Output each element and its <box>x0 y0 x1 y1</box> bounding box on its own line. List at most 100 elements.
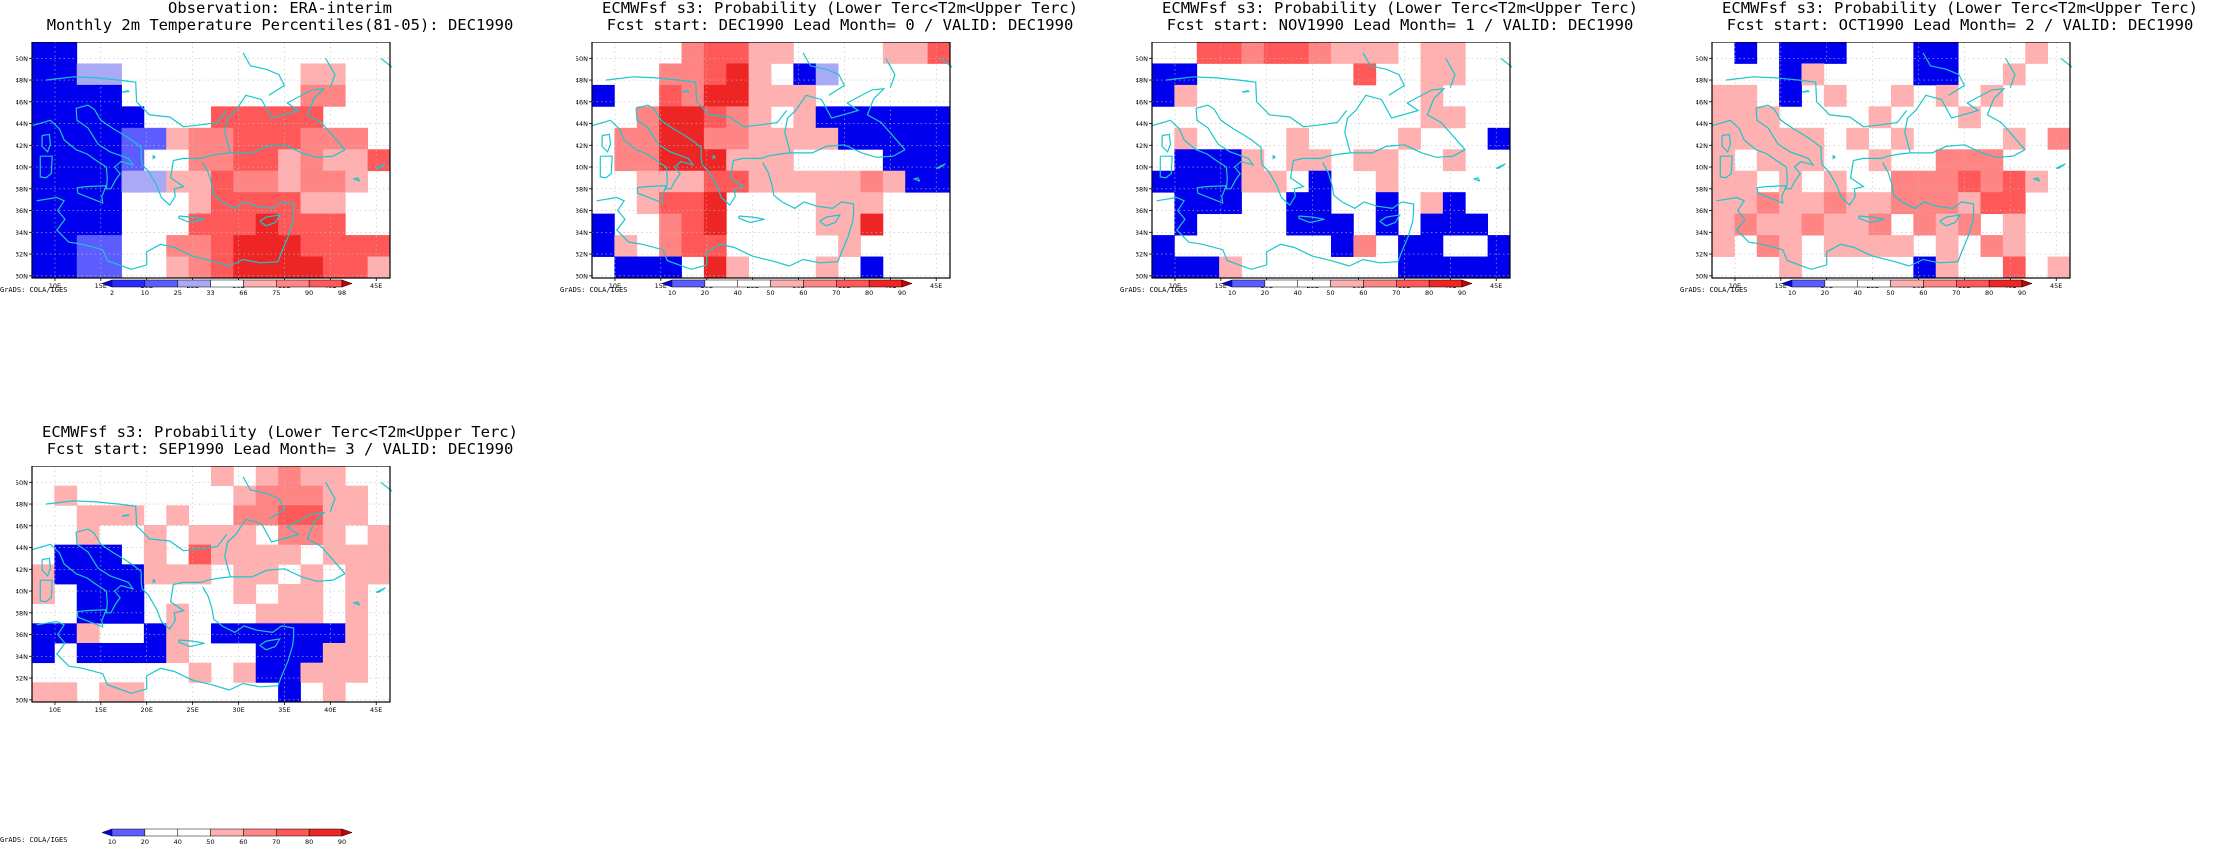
grid-cell <box>32 235 55 257</box>
coastline <box>596 196 790 270</box>
grid-cell <box>1375 149 1399 172</box>
grid-cell <box>278 544 301 565</box>
grid-cell <box>1331 213 1354 236</box>
lat-tick-label: 42N <box>1696 142 1708 150</box>
grid-cell <box>32 84 55 107</box>
grid-cell <box>1420 63 1444 86</box>
colorbar-label: 90 <box>305 289 313 297</box>
grid-cell <box>300 256 324 279</box>
coastline <box>39 155 53 179</box>
grid-cell <box>703 127 727 150</box>
coastline <box>121 514 130 517</box>
grid-cell <box>99 564 122 585</box>
grid-cell <box>1152 84 1175 107</box>
grid-cell <box>300 623 324 644</box>
lat-tick-label: 32N <box>1696 251 1708 259</box>
colorbar-label: 50 <box>206 838 214 846</box>
grid-cell <box>748 106 772 129</box>
grid-cell <box>255 485 279 506</box>
coastline <box>121 90 130 93</box>
lon-tick-label: 10E <box>1729 282 1741 290</box>
grid-cell <box>188 662 212 683</box>
colorbar-arrow-right <box>1461 279 1473 288</box>
grid-cell <box>255 603 279 624</box>
grid-cell <box>1734 106 1758 129</box>
coastline <box>738 215 765 224</box>
grid-cell <box>143 544 167 565</box>
grid-cell <box>681 127 705 150</box>
coastline <box>45 76 228 128</box>
lat-tick-label: 38N <box>16 185 28 193</box>
grid-cell <box>1868 106 1892 129</box>
grid-cell <box>32 170 55 193</box>
grid-cell <box>300 525 324 546</box>
grid-cell <box>166 256 190 279</box>
grid-cell <box>255 170 279 193</box>
coastline <box>352 601 361 606</box>
grid-cell <box>860 256 884 279</box>
lat-tick-label: 34N <box>1136 229 1148 237</box>
grid-cell <box>659 127 682 150</box>
grid-cell <box>32 63 55 86</box>
grid-cell <box>211 544 234 565</box>
grid-cell <box>1353 149 1377 172</box>
colorbar-segment <box>1297 279 1331 288</box>
grid-cell <box>703 84 727 107</box>
grid-cell <box>99 213 122 236</box>
grid-cell <box>927 127 951 150</box>
colorbar-label: 80 <box>865 289 873 297</box>
colorbar-arrow-left <box>101 279 113 288</box>
grid-cell <box>860 170 884 193</box>
grid-cell <box>211 235 234 257</box>
grid-cell <box>1779 256 1802 279</box>
grid-cell <box>211 170 234 193</box>
colorbar-label: 40 <box>734 289 742 297</box>
colorbar-segment <box>276 279 310 288</box>
coastline <box>647 88 906 207</box>
grid-cell <box>1442 213 1466 236</box>
grid-cell <box>300 63 324 86</box>
grid-cell <box>1756 149 1780 172</box>
grid-cell <box>636 127 660 150</box>
grid-cell <box>1779 127 1802 150</box>
grid-cell <box>99 235 122 257</box>
lon-tick-label: 15E <box>1775 282 1787 290</box>
grid-cell <box>233 525 257 546</box>
coastline <box>1832 154 1836 160</box>
coastline <box>375 587 386 593</box>
lat-tick-label: 40N <box>576 164 588 172</box>
grid-cell <box>1331 235 1354 257</box>
coastline <box>152 154 156 160</box>
grid-cell <box>278 256 301 279</box>
colorbar-segment <box>704 279 738 288</box>
grid-cell <box>1241 170 1265 193</box>
grid-cell <box>54 42 78 64</box>
grid-cell <box>1398 256 1421 279</box>
grid-cell <box>1308 170 1332 193</box>
coastline <box>1858 215 1885 224</box>
grid-cell <box>233 127 257 150</box>
colorbar-label: 80 <box>305 838 313 846</box>
grid-cell <box>300 170 324 193</box>
coastline <box>39 579 53 603</box>
grid-cell <box>1935 84 1959 107</box>
lat-tick-label: 30N <box>1696 272 1708 280</box>
lat-tick-label: 36N <box>16 207 28 215</box>
grid-cell <box>1420 192 1444 215</box>
lat-tick-label: 32N <box>16 251 28 259</box>
grid-cell <box>1331 42 1354 64</box>
grid-cell <box>2002 170 2026 193</box>
grads-credit: GrADS: COLA/IGES <box>1680 286 1748 294</box>
grid-cell <box>636 256 660 279</box>
grid-cell <box>1375 213 1399 236</box>
grid-cell <box>1487 127 1511 150</box>
grid-cell <box>793 84 817 107</box>
lat-tick-label: 30N <box>1136 272 1148 280</box>
grid-cell <box>838 170 861 193</box>
map-frame <box>591 42 951 279</box>
grid-cell <box>1935 42 1959 64</box>
grid-cell <box>143 643 167 664</box>
coastline <box>1161 133 1172 153</box>
grid-cell <box>367 149 391 172</box>
coastline <box>230 568 346 582</box>
